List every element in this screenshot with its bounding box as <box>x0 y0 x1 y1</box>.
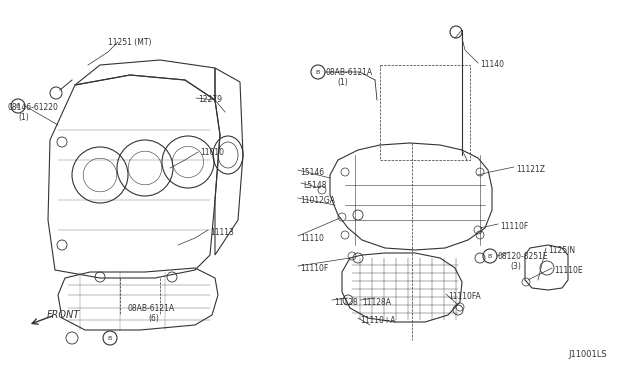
Text: 11251 (MT): 11251 (MT) <box>108 38 152 47</box>
Text: 11128A: 11128A <box>362 298 391 307</box>
Text: (3): (3) <box>510 262 521 271</box>
Text: (1): (1) <box>337 78 348 87</box>
Text: B: B <box>316 70 320 74</box>
Text: 11110F: 11110F <box>300 264 328 273</box>
Text: 11110FA: 11110FA <box>448 292 481 301</box>
Text: 11140: 11140 <box>480 60 504 69</box>
Text: 11110E: 11110E <box>554 266 582 275</box>
Text: 12279: 12279 <box>198 95 222 104</box>
Text: 1125JN: 1125JN <box>548 246 575 255</box>
Text: 15146: 15146 <box>300 168 324 177</box>
Text: 08146-61220: 08146-61220 <box>8 103 59 112</box>
Text: (6): (6) <box>148 314 159 323</box>
Text: 11121Z: 11121Z <box>516 165 545 174</box>
Text: 11128: 11128 <box>334 298 358 307</box>
Text: (1): (1) <box>18 113 29 122</box>
Text: B: B <box>488 253 492 259</box>
Text: B: B <box>108 336 112 340</box>
Text: FRONT: FRONT <box>47 310 80 320</box>
Text: 11010: 11010 <box>200 148 224 157</box>
Text: 11110+A: 11110+A <box>360 316 396 325</box>
Text: 11110F: 11110F <box>500 222 528 231</box>
Text: 08120-8251E: 08120-8251E <box>498 252 548 261</box>
Text: 08AB-6121A: 08AB-6121A <box>325 68 372 77</box>
Text: 11113: 11113 <box>210 228 234 237</box>
Text: 11012GA: 11012GA <box>300 196 335 205</box>
Text: 11110: 11110 <box>300 234 324 243</box>
Text: J11001LS: J11001LS <box>568 350 607 359</box>
Text: L5148: L5148 <box>303 181 326 190</box>
Text: 08AB-6121A: 08AB-6121A <box>128 304 175 313</box>
Text: B: B <box>16 103 20 109</box>
